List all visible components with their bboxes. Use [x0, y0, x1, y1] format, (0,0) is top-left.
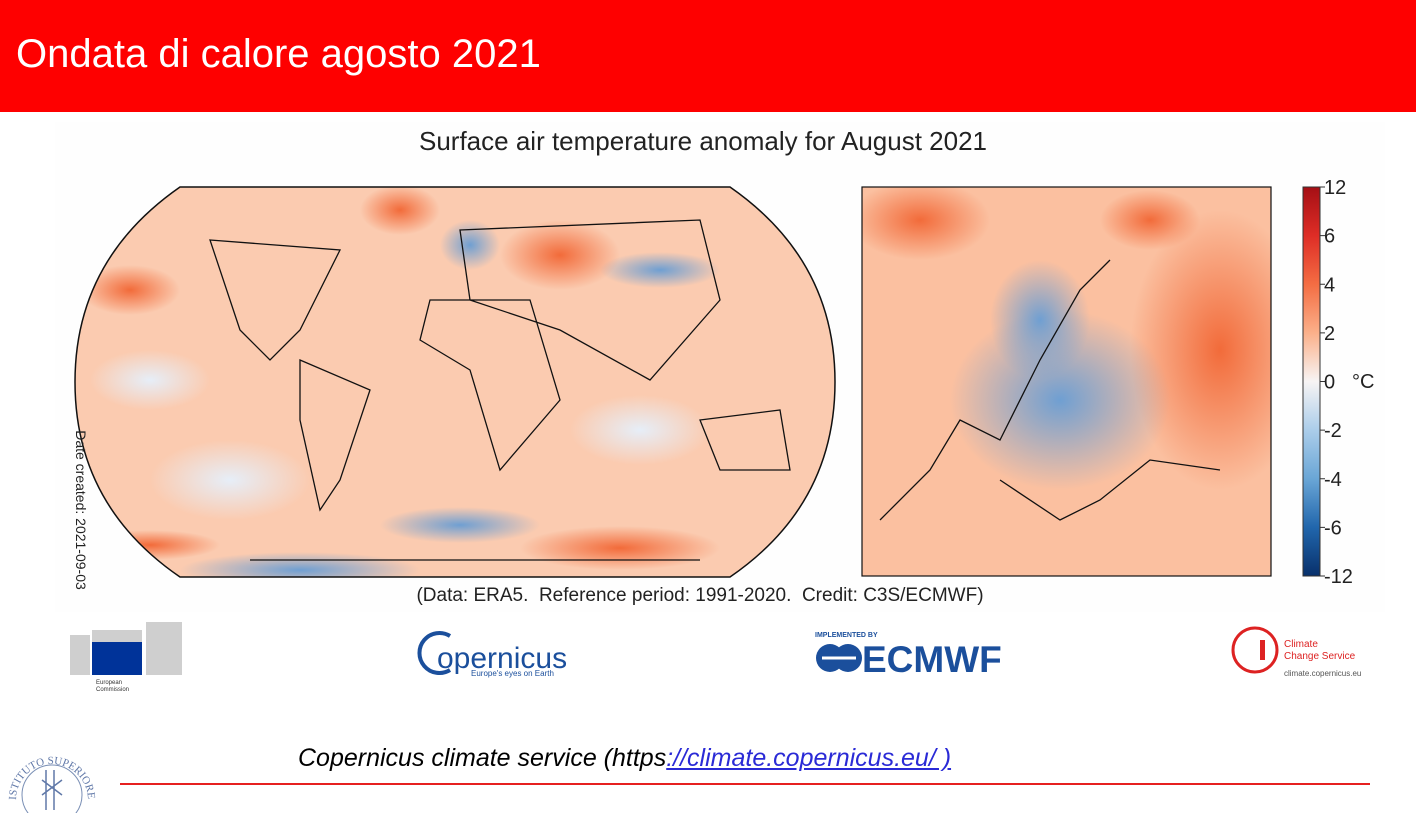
- colorbar-tick-label: -6: [1324, 517, 1342, 539]
- copernicus-tagline: Europe's eyes on Earth: [471, 669, 554, 678]
- copernicus-logo: opernicus Europe's eyes on Earth: [417, 631, 567, 678]
- c3s-text: Climate: [1284, 639, 1318, 650]
- colorbar-tick-label: 2: [1324, 323, 1335, 345]
- ec-logo: European Commission: [70, 622, 182, 693]
- footer-text: Copernicus climate service (https://clim…: [298, 744, 951, 773]
- ecmwf-logo: IMPLEMENTED BY ECMWF: [815, 632, 1002, 680]
- date-created: Date created: 2021-09-03: [73, 430, 89, 590]
- world-map-border: [74, 186, 836, 578]
- europe-map-border: [861, 186, 1272, 577]
- colorbar-tick-label: -4: [1324, 469, 1342, 491]
- c3s-url: climate.copernicus.eu: [1284, 669, 1361, 678]
- header-bar: Ondata di calore agosto 2021: [0, 0, 1416, 112]
- colorbar-tick-label: 6: [1324, 226, 1335, 248]
- colorbar-ticks: 12 6 4 2 0 -2 -4 -6 -12: [1320, 177, 1353, 588]
- ec-text: European: [96, 680, 122, 686]
- figure-title: Surface air temperature anomaly for Augu…: [419, 126, 987, 156]
- ecmwf-text: ECMWF: [862, 639, 1002, 680]
- footer-source: Copernicus climate service (https: [298, 744, 667, 772]
- footer-link[interactable]: ://climate.copernicus.eu/ ): [666, 744, 952, 772]
- slide-title: Ondata di calore agosto 2021: [16, 32, 541, 76]
- ec-text: Commission: [96, 687, 129, 693]
- europe-map: [862, 187, 1271, 576]
- colorbar-tick-label: -12: [1324, 566, 1353, 588]
- world-map: [75, 187, 835, 577]
- footer-rule: [120, 783, 1370, 785]
- c3s-logo: Climate Change Service climate.copernicu…: [1231, 626, 1361, 678]
- credit: (Data: ERA5. Reference period: 1991-2020…: [416, 585, 983, 606]
- colorbar-unit: °C: [1352, 371, 1374, 393]
- colorbar-tick-label: 4: [1324, 274, 1335, 296]
- colorbar-tick-label: -2: [1324, 420, 1342, 442]
- ecmwf-implemented: IMPLEMENTED BY: [815, 632, 878, 639]
- copernicus-text: opernicus: [437, 642, 567, 675]
- colorbar: [1302, 186, 1321, 577]
- c3s-text: Change Service: [1284, 651, 1356, 662]
- colorbar-tick-label: 12: [1324, 177, 1346, 199]
- colorbar-tick-label: 0: [1324, 372, 1335, 394]
